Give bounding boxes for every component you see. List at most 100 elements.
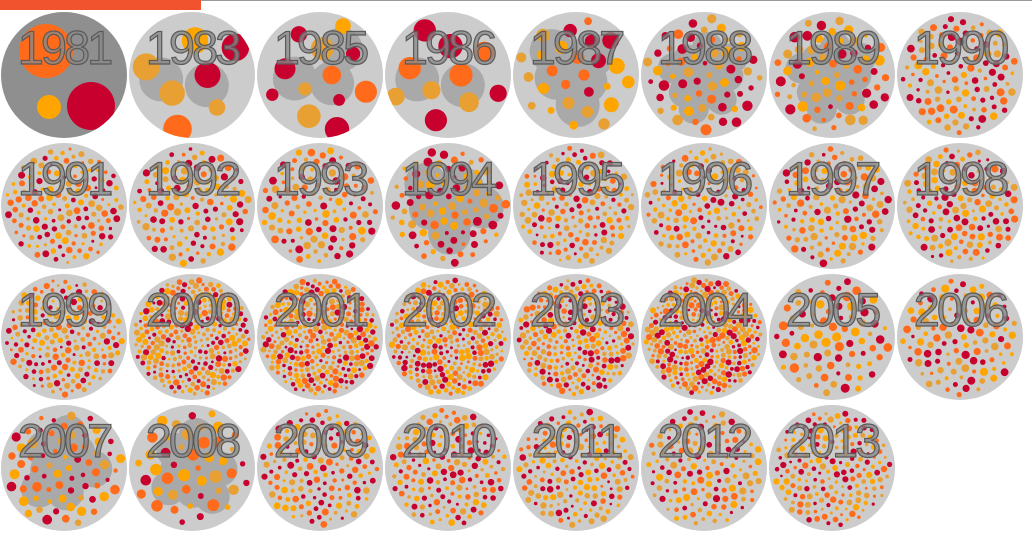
- data-bubble[interactable]: [418, 478, 425, 485]
- data-bubble[interactable]: [660, 164, 666, 170]
- data-bubble[interactable]: [432, 362, 438, 367]
- data-bubble[interactable]: [209, 371, 217, 379]
- data-bubble[interactable]: [46, 462, 53, 469]
- data-bubble[interactable]: [422, 375, 426, 379]
- data-bubble[interactable]: [36, 210, 41, 215]
- data-bubble[interactable]: [737, 305, 741, 309]
- data-bubble[interactable]: [346, 464, 350, 468]
- data-bubble[interactable]: [672, 330, 676, 335]
- data-bubble[interactable]: [960, 334, 967, 340]
- data-bubble[interactable]: [678, 366, 683, 372]
- data-bubble[interactable]: [845, 374, 852, 381]
- data-bubble[interactable]: [669, 351, 676, 358]
- data-bubble[interactable]: [806, 493, 813, 500]
- data-bubble[interactable]: [577, 443, 584, 451]
- data-bubble[interactable]: [386, 87, 405, 106]
- data-bubble[interactable]: [412, 428, 420, 436]
- data-bubble[interactable]: [663, 321, 668, 326]
- data-bubble[interactable]: [363, 317, 368, 322]
- data-bubble[interactable]: [840, 429, 844, 433]
- data-bubble[interactable]: [150, 463, 162, 476]
- data-bubble[interactable]: [539, 250, 544, 255]
- data-bubble[interactable]: [8, 452, 16, 460]
- data-bubble[interactable]: [299, 236, 304, 240]
- data-bubble[interactable]: [44, 335, 50, 341]
- data-bubble[interactable]: [696, 279, 702, 286]
- data-bubble[interactable]: [709, 48, 719, 58]
- data-bubble[interactable]: [412, 469, 418, 475]
- data-bubble[interactable]: [452, 370, 459, 377]
- data-bubble[interactable]: [546, 351, 552, 357]
- data-bubble[interactable]: [67, 431, 76, 440]
- data-bubble[interactable]: [31, 369, 37, 374]
- data-bubble[interactable]: [821, 76, 830, 86]
- data-bubble[interactable]: [81, 232, 88, 239]
- data-bubble[interactable]: [812, 422, 817, 427]
- data-bubble[interactable]: [531, 460, 536, 464]
- data-bubble[interactable]: [719, 300, 723, 304]
- data-bubble[interactable]: [662, 315, 668, 321]
- data-bubble[interactable]: [301, 184, 308, 191]
- data-bubble[interactable]: [298, 173, 305, 181]
- year-panel-2006[interactable]: 2006: [897, 274, 1023, 400]
- data-bubble[interactable]: [550, 323, 557, 330]
- data-bubble[interactable]: [94, 186, 98, 190]
- data-bubble[interactable]: [693, 307, 698, 312]
- data-bubble[interactable]: [136, 489, 146, 499]
- data-bubble[interactable]: [673, 225, 680, 232]
- data-bubble[interactable]: [558, 258, 562, 262]
- data-bubble[interactable]: [541, 381, 547, 387]
- data-bubble[interactable]: [303, 241, 312, 250]
- data-bubble[interactable]: [335, 283, 342, 289]
- data-bubble[interactable]: [956, 392, 962, 398]
- data-bubble[interactable]: [956, 37, 965, 46]
- data-bubble[interactable]: [774, 59, 782, 66]
- data-bubble[interactable]: [738, 334, 745, 341]
- data-bubble[interactable]: [578, 169, 583, 174]
- data-bubble[interactable]: [275, 358, 282, 365]
- data-bubble[interactable]: [198, 306, 202, 310]
- data-bubble[interactable]: [197, 331, 201, 335]
- data-bubble[interactable]: [593, 294, 598, 299]
- data-bubble[interactable]: [996, 233, 1003, 241]
- data-bubble[interactable]: [15, 331, 21, 337]
- data-bubble[interactable]: [274, 302, 281, 309]
- data-bubble[interactable]: [698, 360, 705, 368]
- data-bubble[interactable]: [359, 301, 365, 307]
- data-bubble[interactable]: [710, 308, 713, 312]
- data-bubble[interactable]: [367, 435, 372, 441]
- data-bubble[interactable]: [1003, 218, 1009, 225]
- data-bubble[interactable]: [614, 294, 618, 299]
- data-bubble[interactable]: [813, 193, 820, 201]
- data-bubble[interactable]: [192, 202, 199, 210]
- data-bubble[interactable]: [669, 378, 673, 383]
- data-bubble[interactable]: [472, 380, 479, 387]
- data-bubble[interactable]: [603, 457, 607, 461]
- data-bubble[interactable]: [95, 312, 99, 317]
- data-bubble[interactable]: [861, 417, 867, 423]
- data-bubble[interactable]: [722, 322, 729, 328]
- data-bubble[interactable]: [952, 339, 958, 345]
- data-bubble[interactable]: [292, 431, 299, 439]
- data-bubble[interactable]: [947, 226, 953, 233]
- data-bubble[interactable]: [181, 380, 185, 383]
- data-bubble[interactable]: [812, 412, 816, 417]
- data-bubble[interactable]: [449, 471, 457, 479]
- data-bubble[interactable]: [353, 421, 358, 427]
- data-bubble[interactable]: [234, 354, 238, 359]
- data-bubble[interactable]: [433, 369, 437, 373]
- data-bubble[interactable]: [919, 291, 924, 297]
- data-bubble[interactable]: [963, 342, 969, 348]
- data-bubble[interactable]: [582, 238, 589, 246]
- data-bubble[interactable]: [934, 185, 941, 192]
- data-bubble[interactable]: [593, 300, 599, 306]
- data-bubble[interactable]: [45, 368, 51, 374]
- data-bubble[interactable]: [139, 319, 142, 323]
- data-bubble[interactable]: [32, 384, 36, 387]
- data-bubble[interactable]: [595, 441, 599, 446]
- data-bubble[interactable]: [282, 479, 286, 483]
- data-bubble[interactable]: [584, 428, 589, 432]
- data-bubble[interactable]: [906, 94, 914, 101]
- data-bubble[interactable]: [81, 225, 86, 230]
- data-bubble[interactable]: [472, 283, 477, 288]
